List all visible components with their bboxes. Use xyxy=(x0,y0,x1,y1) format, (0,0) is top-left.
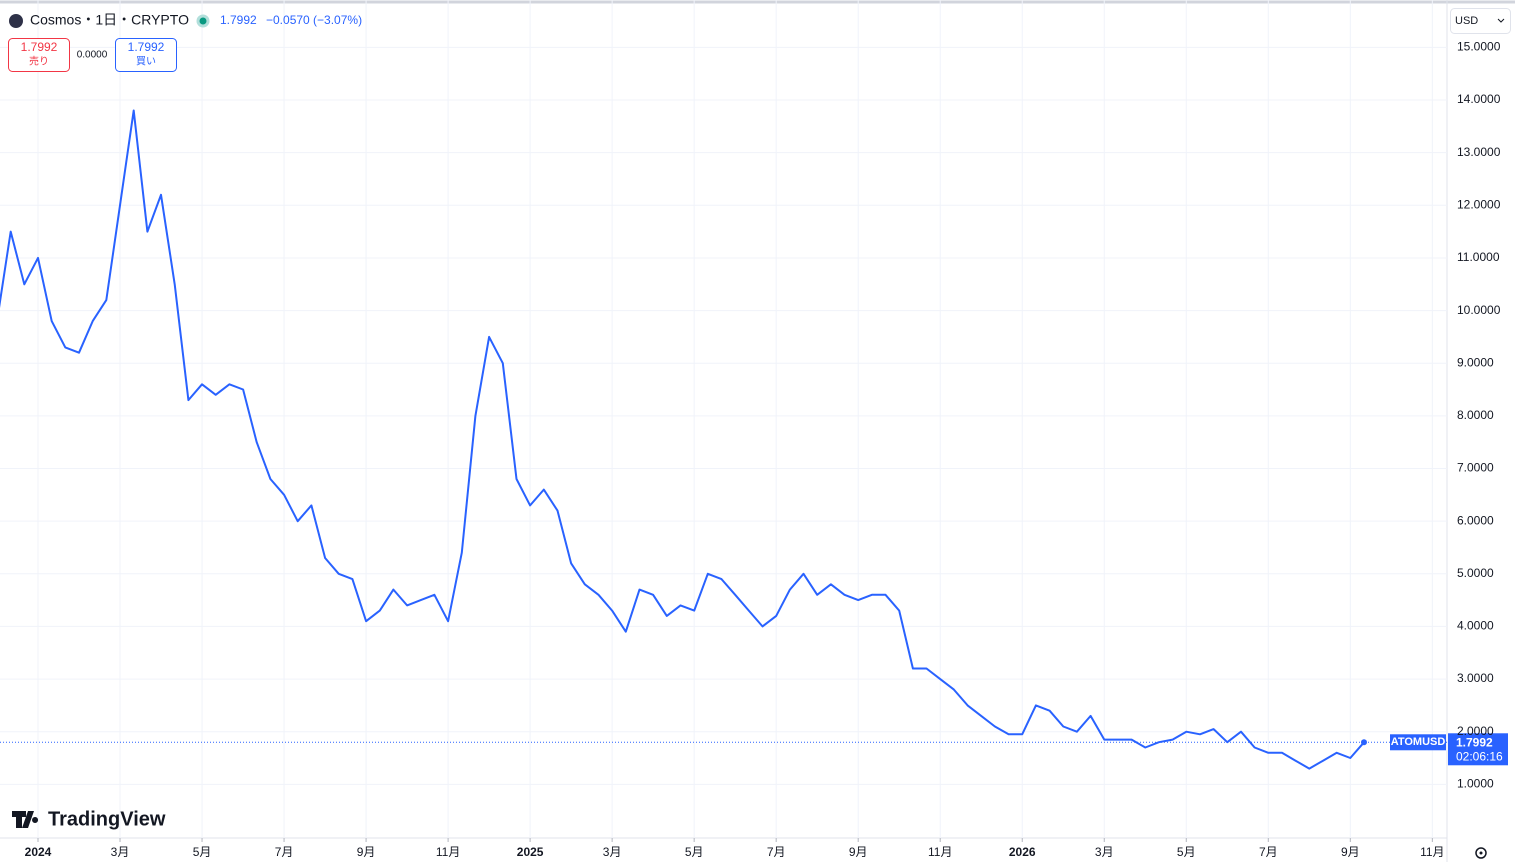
ticker-label: ATOMUSD xyxy=(1391,736,1446,748)
currency-select[interactable] xyxy=(1450,8,1511,34)
price-line xyxy=(0,109,1365,770)
y-tick-label: 1.0000 xyxy=(1457,777,1494,791)
sell-price: 1.7992 xyxy=(21,40,58,54)
x-tick-label: 9月 xyxy=(1341,845,1360,859)
x-tick-label: 2024 xyxy=(25,845,52,859)
x-tick-label: 2025 xyxy=(517,845,544,859)
logo-icon xyxy=(12,811,39,828)
x-tick-label: 9月 xyxy=(849,845,868,859)
y-tick-label: 8.0000 xyxy=(1457,408,1494,422)
symbol: Cosmos・1日・CRYPTO xyxy=(30,12,189,28)
dropdown-arrow xyxy=(1497,18,1505,23)
settings-icon-center xyxy=(1479,851,1483,855)
buy-price: 1.7992 xyxy=(128,40,165,54)
x-tick-label: 2026 xyxy=(1009,845,1036,859)
last-price: 1.7992 xyxy=(220,13,257,27)
y-tick-label: 4.0000 xyxy=(1457,619,1494,633)
price-box xyxy=(1448,733,1508,766)
y-tick-label: 5.0000 xyxy=(1457,566,1494,580)
x-tick-label: 5月 xyxy=(1177,845,1196,859)
buy-label: 買い xyxy=(136,56,156,68)
countdown: 02:06:16 xyxy=(1456,749,1503,763)
x-tick-label: 3月 xyxy=(1095,845,1114,859)
ticker-box xyxy=(1390,734,1446,751)
y-tick-label: 12.0000 xyxy=(1457,197,1501,211)
x-tick-label: 3月 xyxy=(603,845,622,859)
status-dot xyxy=(196,14,210,28)
y-tick-label: 11.0000 xyxy=(1457,250,1500,264)
x-tick-label: 7月 xyxy=(275,845,294,859)
x-tick-label: 5月 xyxy=(685,845,704,859)
currency: USD xyxy=(1455,15,1478,27)
sell-label: 売り xyxy=(29,55,49,68)
x-tick-label: 7月 xyxy=(1259,845,1278,859)
x-tick-label: 5月 xyxy=(193,845,212,859)
x-tick-label: 11月 xyxy=(1420,845,1444,859)
y-tick-label: 10.0000 xyxy=(1457,303,1501,317)
sell-button[interactable] xyxy=(8,38,70,72)
y-tick-label: 13.0000 xyxy=(1457,145,1501,159)
y-tick-label: 6.0000 xyxy=(1457,513,1494,527)
x-tick-label: 9月 xyxy=(357,845,376,859)
x-tick-label: 7月 xyxy=(767,845,786,859)
spread: 0.0000 xyxy=(77,50,108,61)
x-tick-label: 11月 xyxy=(436,845,460,859)
y-tick-label: 2.0000 xyxy=(1457,724,1494,738)
y-tick-label: 14.0000 xyxy=(1457,92,1501,106)
buy-button[interactable] xyxy=(115,38,177,72)
x-tick-label: 3月 xyxy=(111,845,130,859)
y-tick-label: 9.0000 xyxy=(1457,355,1494,369)
x-tick-label: 11月 xyxy=(928,845,952,859)
price-box-label: 1.7992 xyxy=(1456,735,1493,749)
y-tick-label: 7.0000 xyxy=(1457,461,1494,475)
brand: TradingView xyxy=(48,808,166,830)
price-change: −0.0570 (−3.07%) xyxy=(266,13,362,27)
last-point xyxy=(1360,739,1367,746)
settings-icon[interactable] xyxy=(1475,847,1487,859)
y-tick-label: 3.0000 xyxy=(1457,671,1494,685)
coin-icon xyxy=(9,14,23,28)
y-tick-label: 15.0000 xyxy=(1457,40,1501,54)
